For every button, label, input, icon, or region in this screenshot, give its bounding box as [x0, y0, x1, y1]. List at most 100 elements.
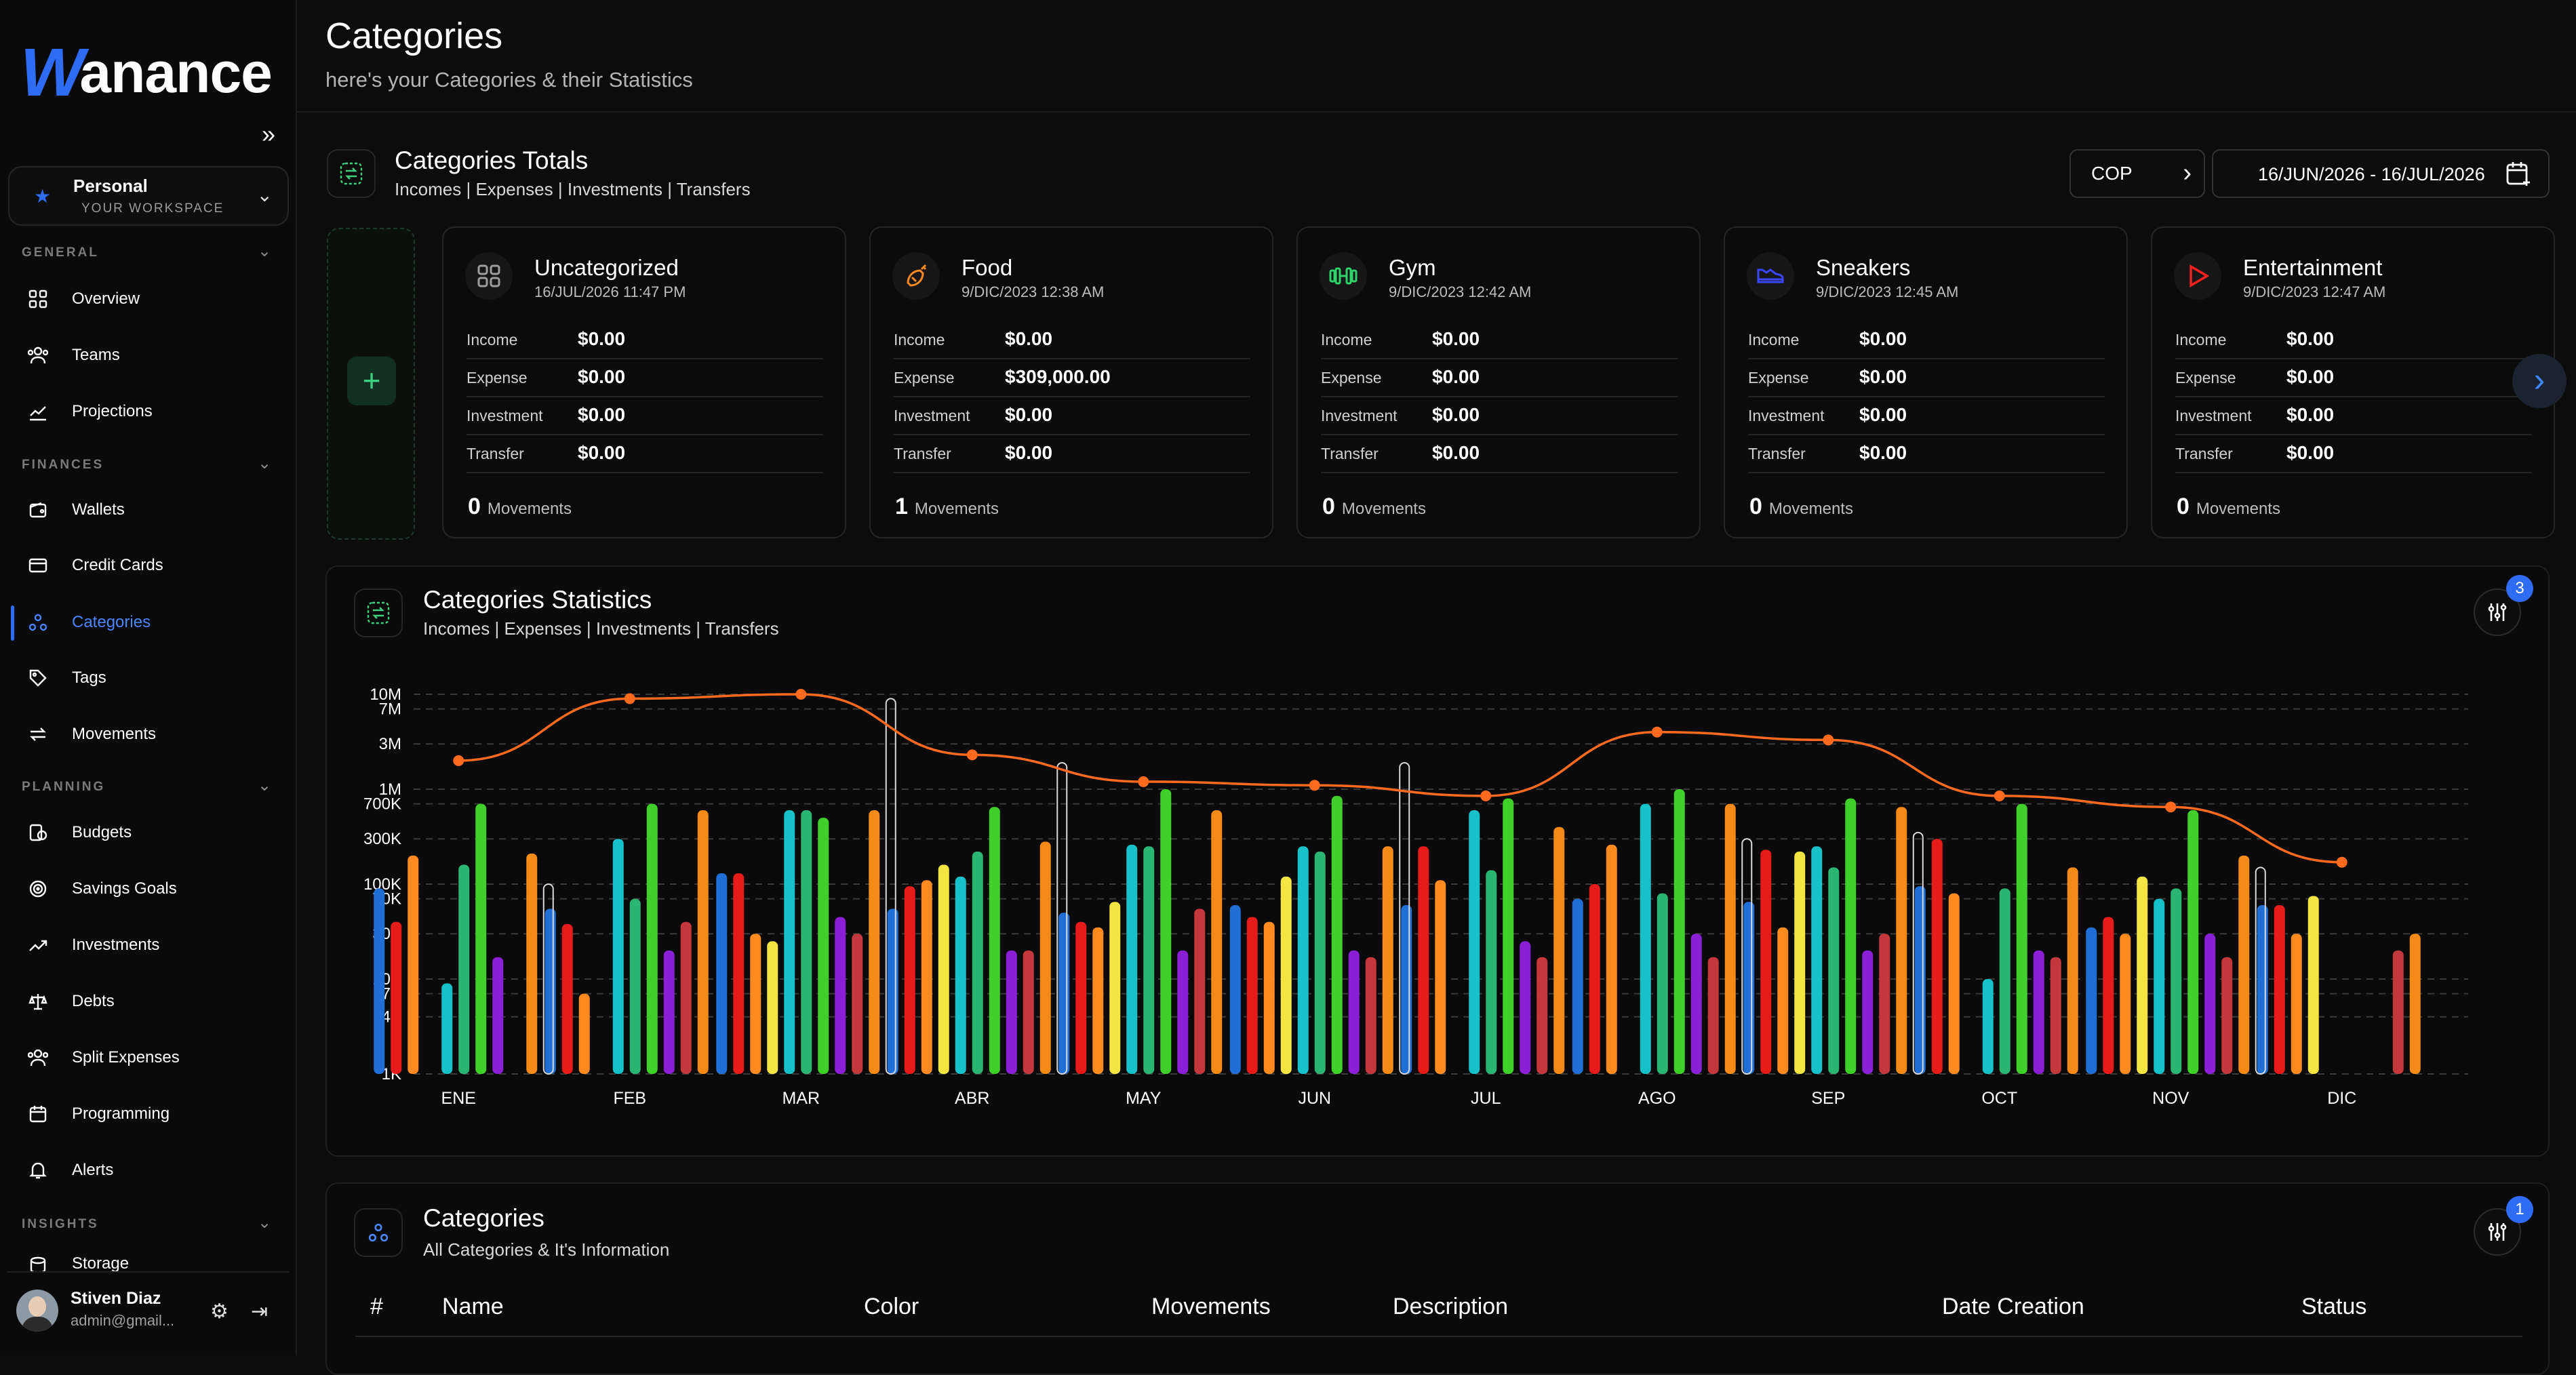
- sidebar-item-savings-goals[interactable]: Savings Goals: [27, 872, 177, 906]
- chart-bar: [767, 941, 778, 1074]
- x-tick-label: OCT: [1981, 1089, 2017, 1108]
- chart-bar: [2033, 950, 2044, 1074]
- section-planning[interactable]: PLANNING: [22, 780, 106, 794]
- chart-bar: [646, 803, 658, 1074]
- chart-bar: [750, 934, 761, 1074]
- movements-count: 0 Movements: [468, 494, 572, 520]
- bell-icon: [27, 1159, 49, 1181]
- category-date: 16/JUL/2026 11:47 PM: [534, 283, 686, 300]
- sidebar-item-tags[interactable]: Tags: [27, 661, 106, 695]
- chart-bar: [544, 909, 556, 1074]
- chart-marker: [2255, 866, 2266, 1075]
- chevron-down-icon[interactable]: ⌄: [258, 1214, 272, 1232]
- column-header-description[interactable]: Description: [1393, 1294, 1509, 1319]
- column-header-color[interactable]: Color: [864, 1294, 919, 1319]
- sidebar-item-movements[interactable]: Movements: [27, 717, 156, 751]
- user-email: admin@gmail...: [71, 1312, 175, 1329]
- sidebar-item-overview[interactable]: Overview: [27, 282, 140, 316]
- transfer-icon: [27, 723, 49, 745]
- transfer-label: Transfer: [1321, 445, 1379, 462]
- chart-bar: [2171, 888, 2182, 1074]
- column-header-index[interactable]: #: [370, 1294, 383, 1319]
- add-category-button[interactable]: +: [347, 357, 396, 405]
- collapse-sidebar-icon[interactable]: »: [261, 120, 276, 148]
- investment-label: Investment: [1321, 407, 1398, 424]
- chart-bar: [1246, 917, 1258, 1074]
- column-header-name[interactable]: Name: [442, 1294, 504, 1319]
- chart-bar: [2392, 950, 2404, 1074]
- x-tick-label: MAY: [1126, 1089, 1162, 1108]
- sliders-icon: [2488, 1223, 2507, 1241]
- chart-bar: [629, 898, 641, 1074]
- expense-label: Expense: [894, 369, 955, 386]
- category-card-food[interactable]: Food 9/DIC/2023 12:38 AM Income $0.00 Expens…: [869, 226, 1273, 538]
- chart-bar: [2409, 934, 2421, 1074]
- sidebar-item-label: Categories: [72, 613, 151, 631]
- chart-bar: [1126, 844, 1138, 1074]
- sidebar-item-projections[interactable]: Projections: [27, 395, 153, 429]
- currency-selector[interactable]: COP ›: [2069, 149, 2205, 198]
- column-header-status[interactable]: Status: [2301, 1294, 2367, 1319]
- chart-bar: [2291, 934, 2302, 1074]
- chart-bar: [989, 807, 1000, 1074]
- sidebar-item-split-expenses[interactable]: Split Expenses: [27, 1041, 180, 1075]
- grid-icon: [27, 288, 49, 310]
- sidebar-item-credit-cards[interactable]: Credit Cards: [27, 549, 163, 582]
- section-general[interactable]: GENERAL: [22, 245, 99, 260]
- chevron-down-icon[interactable]: ⌄: [258, 776, 272, 795]
- avatar[interactable]: [16, 1290, 58, 1332]
- category-card-entertainment[interactable]: Entertainment 9/DIC/2023 12:47 AM Income $0…: [2151, 226, 2555, 538]
- category-card-sneakers[interactable]: Sneakers 9/DIC/2023 12:45 AM Income $0.00 Ex…: [1724, 226, 2128, 538]
- column-header-date-creation[interactable]: Date Creation: [1942, 1294, 2084, 1319]
- movements-count: 0 Movements: [1749, 494, 1853, 520]
- movements-number: 0: [1749, 494, 1762, 519]
- gear-icon[interactable]: ⚙: [210, 1300, 229, 1323]
- chart-bar: [1401, 905, 1412, 1074]
- sidebar-item-wallets[interactable]: Wallets: [27, 493, 125, 527]
- sidebar-item-alerts[interactable]: Alerts: [27, 1153, 113, 1187]
- chart-bar: [1589, 884, 1600, 1074]
- chart-bar: [1811, 846, 1823, 1074]
- logout-icon[interactable]: ⇥: [251, 1300, 269, 1323]
- chart-bar: [818, 818, 829, 1074]
- chevron-down-icon[interactable]: ⌄: [258, 454, 272, 473]
- sidebar-item-teams[interactable]: Teams: [27, 338, 120, 372]
- sidebar-item-investments[interactable]: Investments: [27, 928, 159, 962]
- target-icon: [27, 878, 49, 900]
- trend-point: [2165, 801, 2177, 813]
- chart-bar: [458, 864, 470, 1074]
- filter-count-badge: 1: [2506, 1196, 2533, 1223]
- sidebar-item-categories[interactable]: Categories: [27, 605, 151, 639]
- workspace-selector[interactable]: ★ Personal YOUR WORKSPACE ⌄: [8, 166, 289, 226]
- sidebar-item-storage[interactable]: Storage: [27, 1254, 129, 1271]
- app-logo[interactable]: W anance: [20, 34, 273, 112]
- trend-line: [458, 693, 2342, 864]
- category-card-uncategorized[interactable]: Uncategorized 16/JUL/2026 11:47 PM Income $…: [442, 226, 846, 538]
- section-finances[interactable]: FINANCES: [22, 458, 104, 472]
- movements-label: Movements: [1341, 500, 1426, 518]
- date-range-picker[interactable]: 16/JUN/2026 - 16/JUL/2026: [2212, 149, 2550, 198]
- chart-bar: [1931, 839, 1943, 1074]
- chart-bar: [869, 810, 880, 1074]
- section-insights[interactable]: INSIGHTS: [22, 1217, 99, 1231]
- chart-bar: [1777, 927, 1789, 1074]
- category-card-gym[interactable]: Gym 9/DIC/2023 12:42 AM Income $0.00 Expense…: [1296, 226, 1701, 538]
- next-cards-button[interactable]: ›: [2512, 354, 2567, 408]
- sidebar-item-budgets[interactable]: Budgets: [27, 816, 132, 850]
- totals-subtitle: Incomes | Expenses | Investments | Trans…: [395, 179, 751, 199]
- movements-label: Movements: [914, 500, 999, 518]
- chevron-down-icon[interactable]: ⌄: [258, 242, 272, 260]
- chart-bar: [2103, 917, 2114, 1074]
- column-header-movements[interactable]: Movements: [1151, 1294, 1271, 1319]
- category-date: 9/DIC/2023 12:47 AM: [2243, 283, 2386, 300]
- chart-bar: [1418, 846, 1429, 1074]
- sidebar-item-debts[interactable]: Debts: [27, 984, 115, 1018]
- chart-bar: [1469, 810, 1480, 1074]
- sidebar-item-programming[interactable]: Programming: [27, 1097, 170, 1131]
- x-tick-label: ENE: [441, 1089, 476, 1108]
- chart-bar: [2067, 867, 2078, 1074]
- movements-number: 0: [468, 494, 481, 519]
- y-tick-label: 7M: [379, 700, 401, 719]
- currency-label: COP: [2091, 163, 2133, 184]
- filter-button[interactable]: [2474, 589, 2521, 636]
